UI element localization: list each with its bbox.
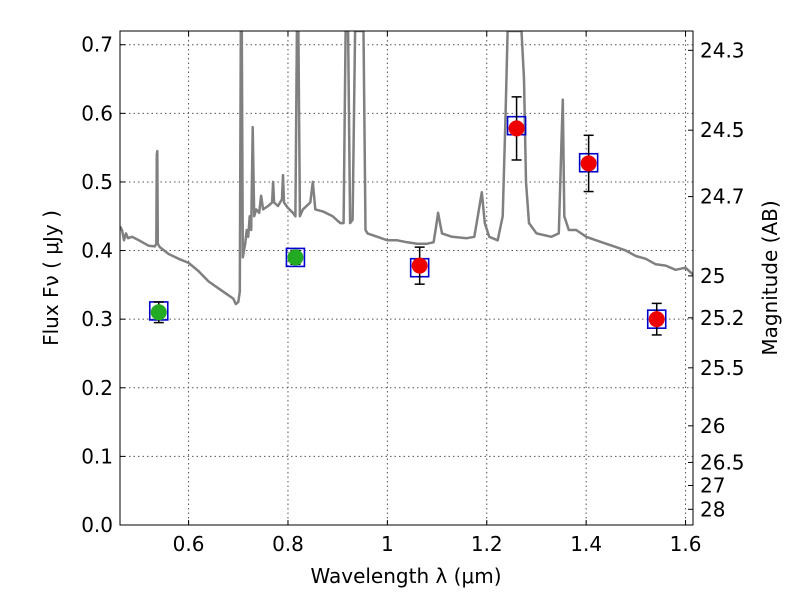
- plot-frame: [119, 30, 694, 526]
- x-tick-label: 1.2: [471, 532, 503, 556]
- data-point: [150, 304, 167, 321]
- model-flux-box: [285, 247, 306, 268]
- model-spectrum-group: [120, 31, 693, 306]
- x-tick-label: 1.4: [570, 532, 602, 556]
- y2-axis-label: Magnitude (AB): [758, 200, 782, 355]
- y-axis-label: Flux Fν ( μJy ): [39, 210, 63, 346]
- mag-tick-label: 24.7: [700, 185, 745, 209]
- x-axis-label: Wavelength λ (μm): [310, 564, 501, 588]
- y-tick-label: 0.0: [81, 513, 113, 537]
- y-tick-label: 0.5: [81, 170, 113, 194]
- mag-tick-label: 25.2: [700, 306, 745, 330]
- y-tick-label: 0.3: [81, 307, 113, 331]
- mag-tick-label: 28: [700, 497, 725, 521]
- y-tick-label: 0.2: [81, 376, 113, 400]
- x-tick-label: 1.6: [670, 532, 702, 556]
- x-tick-label: 0.8: [272, 532, 304, 556]
- x-tick-label: 1: [381, 532, 394, 556]
- mag-tick-label: 24.3: [700, 38, 745, 62]
- axis-ticks: 0.6 0.8 1 1.2 1.4 1.6 0.0 0.1 0.2 0.3 0.4 0.5 0.6 0.7…: [81, 31, 745, 556]
- data-point: [508, 120, 525, 137]
- y-tick-label: 0.7: [81, 33, 113, 57]
- data-point: [287, 249, 304, 266]
- y-tick-label: 0.6: [81, 101, 113, 125]
- mag-tick-label: 26: [700, 414, 725, 438]
- data-point: [580, 155, 597, 172]
- x-tick-label: 0.6: [173, 532, 205, 556]
- mag-tick-label: 24.5: [700, 118, 745, 142]
- data-point: [648, 311, 665, 328]
- y-tick-label: 0.1: [81, 444, 113, 468]
- mag-tick-label: 25: [700, 264, 725, 288]
- data-points-group: [148, 96, 667, 336]
- data-point: [411, 257, 428, 274]
- mag-tick-label: 25.5: [700, 356, 745, 380]
- mag-tick-label: 27: [700, 474, 725, 498]
- y-tick-label: 0.4: [81, 239, 113, 263]
- model-spectrum-line: [120, 31, 693, 306]
- mag-tick-label: 26.5: [700, 450, 745, 474]
